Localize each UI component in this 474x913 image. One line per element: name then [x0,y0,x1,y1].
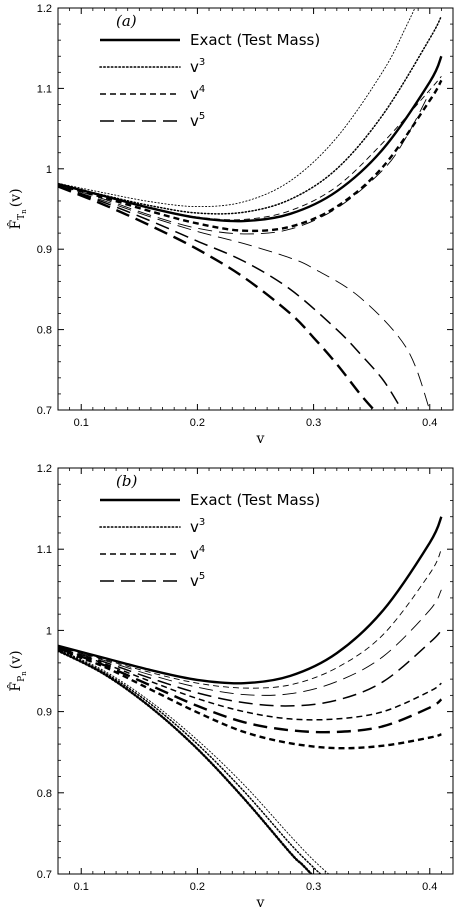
x-tick-label: 0.2 [190,417,205,429]
legend: Exact (Test Mass) v3 v4 v5 [99,31,320,130]
y-tick-label: 1.2 [37,463,52,475]
y-tick-label: 1.2 [37,3,52,15]
x-tick-label: 0.3 [306,417,321,429]
svg-text:F̂Tn(v): F̂Tn(v) [6,188,28,229]
y-tick-label: 0.9 [37,707,52,719]
series-line-long-dash-5 [58,647,443,734]
series-line-long-dash-5 [58,92,431,235]
series-line-short-dash-4 [58,79,443,233]
x-axis-title: v [256,431,265,447]
y-tick-label: 1.1 [37,544,52,556]
legend-label: v5 [190,571,205,590]
series-line-long-dash-3 [58,629,442,707]
series-line-dotted-2 [58,15,443,215]
series-line-long-dash-6 [58,185,431,410]
x-tick-label: 0.4 [422,417,437,429]
y-tick-label: 1 [46,625,52,637]
series-line-dotted-7 [58,648,330,874]
series-line-dotted-1 [58,8,416,208]
series-line-dotted-9 [58,649,313,874]
y-tick-label: 0.9 [37,244,52,256]
x-tick-label: 0.1 [74,881,89,893]
series-group [58,8,443,410]
series-line-short-dash-4 [58,646,442,721]
y-tick-label: 0.8 [37,788,52,800]
y-axis-title: F̂Tn(v) [6,188,28,229]
chart-panel-b: 0.1 0.2 0.3 0.40.70.80.911.11.2vF̂Pn(v)(b)E… [6,463,454,911]
legend-label: v3 [190,57,205,76]
x-axis-title: v [256,895,265,911]
panel-label: (a) [116,12,137,30]
series-line-long-dash-7 [58,184,403,410]
series-line-dotted-8 [58,649,322,874]
chart-panel-a: 0.1 0.2 0.3 0.40.70.80.911.11.2vF̂Tn(v)(a)E… [6,3,454,447]
legend-label: Exact (Test Mass) [190,491,320,509]
series-line-short-dash-3 [58,76,442,221]
legend: Exact (Test Mass) v3 v4 v5 [99,491,320,590]
series-line-short-dash-6 [58,647,442,750]
series-line-short-dash-1 [58,549,442,689]
panel-label: (b) [116,472,137,490]
y-tick-label: 1 [46,164,52,176]
series-line-solid-0 [58,516,443,685]
x-tick-label: 0.2 [190,881,205,893]
y-tick-label: 0.7 [37,869,52,881]
legend-label: v3 [190,517,205,536]
x-tick-label: 0.1 [74,417,89,429]
y-tick-label: 0.7 [37,405,52,417]
legend-label: v4 [190,544,205,563]
y-axis-title: F̂Pn(v) [6,650,28,691]
x-tick-label: 0.4 [422,881,437,893]
series-line-long-dash-2 [58,589,442,696]
legend-label: v4 [190,84,205,103]
svg-text:F̂Pn(v): F̂Pn(v) [6,650,28,691]
series-group [58,516,443,874]
y-tick-label: 0.8 [37,325,52,337]
y-tick-label: 1.1 [37,83,52,95]
legend-label: v5 [190,111,205,130]
legend-label: Exact (Test Mass) [190,31,320,49]
series-line-long-dash-8 [58,185,375,410]
x-tick-label: 0.3 [306,881,321,893]
